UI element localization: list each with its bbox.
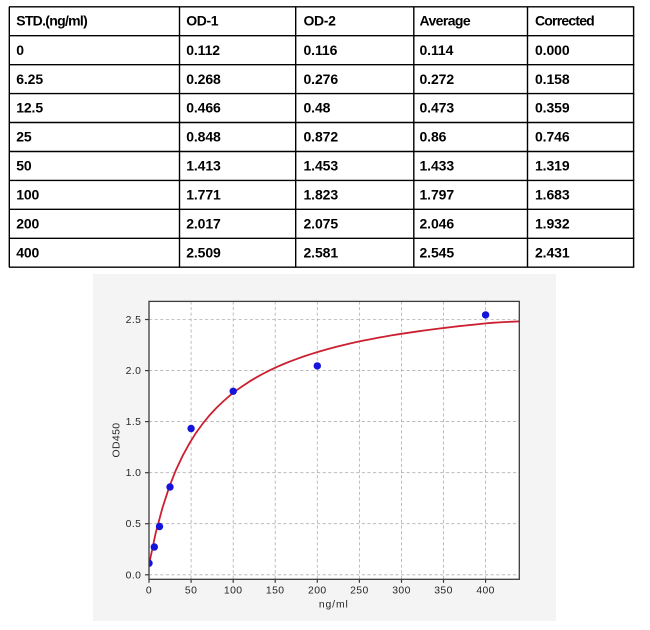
svg-text:2.5: 2.5 xyxy=(126,315,142,326)
svg-text:Corrected: Corrected xyxy=(535,12,594,28)
svg-text:1.823: 1.823 xyxy=(304,187,339,203)
svg-text:400: 400 xyxy=(16,244,39,260)
svg-text:25: 25 xyxy=(16,129,32,145)
svg-text:1.5: 1.5 xyxy=(126,417,142,428)
svg-text:0.114: 0.114 xyxy=(420,42,454,58)
svg-text:0.272: 0.272 xyxy=(420,71,455,87)
svg-text:300: 300 xyxy=(392,586,411,597)
svg-text:2.0: 2.0 xyxy=(126,366,142,377)
svg-text:0.473: 0.473 xyxy=(420,100,455,116)
svg-text:6.25: 6.25 xyxy=(16,71,43,87)
svg-text:0.746: 0.746 xyxy=(535,129,570,145)
svg-text:0.86: 0.86 xyxy=(420,129,447,145)
svg-text:1.413: 1.413 xyxy=(186,158,221,174)
svg-text:250: 250 xyxy=(350,586,369,597)
svg-text:2.509: 2.509 xyxy=(186,244,221,260)
svg-text:100: 100 xyxy=(224,586,243,597)
svg-text:2.075: 2.075 xyxy=(304,215,339,231)
svg-text:OD450: OD450 xyxy=(111,423,122,458)
svg-text:0.268: 0.268 xyxy=(186,71,221,87)
svg-text:1.797: 1.797 xyxy=(420,187,455,203)
svg-text:150: 150 xyxy=(266,586,285,597)
svg-text:0.0: 0.0 xyxy=(126,570,142,581)
svg-text:0.5: 0.5 xyxy=(126,519,142,530)
svg-text:350: 350 xyxy=(434,586,453,597)
svg-text:0: 0 xyxy=(146,586,152,597)
svg-text:0.276: 0.276 xyxy=(304,71,339,87)
svg-text:50: 50 xyxy=(185,586,197,597)
svg-text:Average: Average xyxy=(420,12,471,28)
svg-text:0.116: 0.116 xyxy=(304,42,338,58)
svg-text:1.453: 1.453 xyxy=(304,158,339,174)
svg-text:OD-2: OD-2 xyxy=(304,12,337,28)
svg-text:1.771: 1.771 xyxy=(186,187,221,203)
svg-text:0.872: 0.872 xyxy=(304,129,339,145)
svg-text:ng/ml: ng/ml xyxy=(319,600,349,611)
svg-text:200: 200 xyxy=(308,586,327,597)
svg-text:OD-1: OD-1 xyxy=(186,12,219,28)
svg-text:2.545: 2.545 xyxy=(420,244,455,260)
svg-text:0.48: 0.48 xyxy=(304,100,331,116)
svg-text:0: 0 xyxy=(16,42,24,58)
svg-text:12.5: 12.5 xyxy=(16,100,43,116)
svg-text:1.0: 1.0 xyxy=(126,468,142,479)
svg-text:1.319: 1.319 xyxy=(535,158,570,174)
svg-text:2.581: 2.581 xyxy=(304,244,339,260)
svg-text:0.359: 0.359 xyxy=(535,100,570,116)
svg-text:0.000: 0.000 xyxy=(535,42,570,58)
svg-text:2.431: 2.431 xyxy=(535,244,570,260)
svg-text:0.466: 0.466 xyxy=(186,100,221,116)
svg-text:1.683: 1.683 xyxy=(535,187,570,203)
svg-text:100: 100 xyxy=(16,187,39,203)
svg-text:STD.(ng/ml): STD.(ng/ml) xyxy=(16,12,87,28)
svg-text:2.046: 2.046 xyxy=(420,215,455,231)
svg-text:1.932: 1.932 xyxy=(535,215,570,231)
svg-text:0.112: 0.112 xyxy=(186,42,220,58)
svg-text:1.433: 1.433 xyxy=(420,158,455,174)
svg-text:0.158: 0.158 xyxy=(535,71,570,87)
svg-text:400: 400 xyxy=(476,586,495,597)
svg-text:200: 200 xyxy=(16,215,39,231)
svg-text:2.017: 2.017 xyxy=(186,215,221,231)
svg-text:0.848: 0.848 xyxy=(186,129,221,145)
svg-text:50: 50 xyxy=(16,158,32,174)
